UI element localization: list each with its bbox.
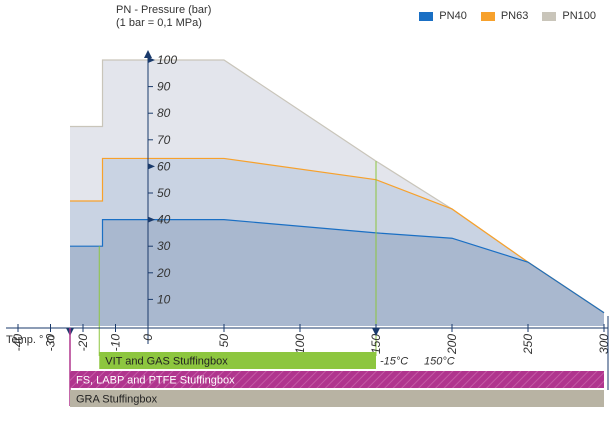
band-label-2: GRA Stuffingbox: [76, 394, 158, 406]
y-tick-label-60: 60: [157, 159, 171, 173]
band-0: [99, 352, 376, 369]
band-label-0: VIT and GAS Stuffingbox: [105, 356, 228, 368]
band-annotation-start: -15°C: [380, 356, 408, 368]
y-axis-title-line2: (1 bar = 0,1 MPa): [116, 17, 202, 29]
y-tick-label-50: 50: [157, 186, 171, 200]
y-axis-title-line1: PN - Pressure (bar): [116, 4, 212, 16]
y-axis-arrow: [144, 50, 152, 58]
x-tick-label--40: -40: [11, 334, 25, 352]
band-label-1: FS, LABP and PTFE Stuffingbox: [76, 375, 235, 387]
line-pn63: [70, 157, 605, 314]
legend-item-pn100: PN100: [542, 10, 596, 22]
y-tick-label-10: 10: [157, 292, 171, 306]
legend: PN40 PN63 PN100: [419, 10, 596, 22]
y-tick-label-90: 90: [157, 80, 171, 94]
legend-swatch-pn63: [480, 11, 495, 21]
x-tick-label-200: 200: [445, 334, 459, 355]
x-axis-title: Temp. ° C: [6, 334, 54, 346]
legend-item-pn40: PN40: [419, 10, 467, 22]
area-pn40: [70, 219, 604, 326]
x-tick-label-300: 300: [597, 334, 610, 354]
y-marker-40: [148, 216, 155, 223]
y-tick-label-70: 70: [157, 133, 171, 147]
x-marker-150: [372, 328, 380, 336]
legend-item-pn63: PN63: [480, 10, 529, 22]
y-tick-label-20: 20: [156, 266, 171, 280]
legend-swatch-pn40: [419, 11, 434, 21]
x-tick-label-50: 50: [217, 334, 231, 348]
y-tick-label-100: 100: [157, 53, 177, 67]
y-tick-label-40: 40: [157, 213, 171, 227]
x-tick-label--20: -20: [76, 334, 90, 352]
y-marker-60: [148, 163, 155, 170]
band-annotation-end: 150°C: [424, 356, 455, 368]
y-marker-100: [148, 57, 155, 63]
line-pn40: [70, 219, 605, 314]
y-tick-label-80: 80: [157, 106, 171, 120]
legend-label-pn100: PN100: [562, 10, 596, 22]
y-axis-title: PN - Pressure (bar) (1 bar = 0,1 MPa): [116, 4, 211, 30]
x-tick-label-100: 100: [293, 334, 307, 354]
x-tick-label-150: 150: [369, 334, 383, 354]
legend-swatch-pn100: [542, 11, 557, 21]
x-tick-label--10: -10: [109, 334, 123, 352]
y-tick-label-30: 30: [157, 239, 171, 253]
legend-label-pn63: PN63: [500, 10, 529, 22]
band-2: [70, 390, 604, 407]
x-tick-label--30: -30: [44, 334, 58, 352]
x-tick-label-250: 250: [521, 334, 535, 355]
legend-label-pn40: PN40: [439, 10, 467, 22]
x-tick-label-0: 0: [141, 334, 155, 341]
band-1: [70, 371, 604, 388]
